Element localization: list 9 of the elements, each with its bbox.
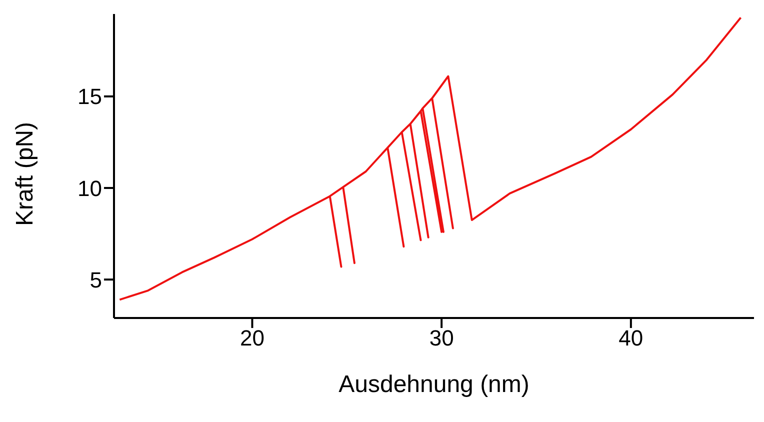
- x-tick-label: 40: [618, 326, 644, 351]
- y-tick-label: 5: [90, 267, 102, 292]
- x-tick-label: 20: [240, 326, 264, 351]
- x-axis-title: Ausdehnung (nm): [338, 371, 530, 398]
- y-tick-label: 15: [78, 84, 102, 110]
- y-tick-label: 10: [78, 176, 102, 201]
- line-series: [118, 16, 742, 301]
- x-tick-label: 30: [429, 326, 454, 351]
- y-axis-title: Kraft (pN): [12, 122, 39, 226]
